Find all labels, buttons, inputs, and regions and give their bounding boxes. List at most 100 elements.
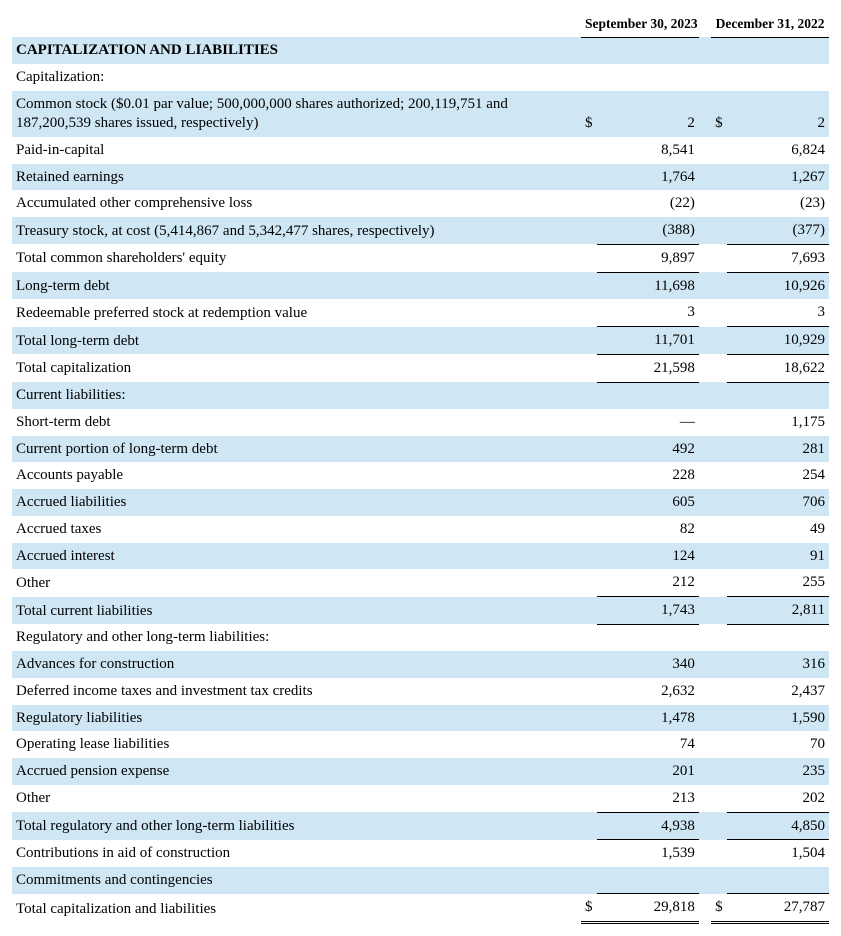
row-total-equity: Total common shareholders' equity 9,897 … [12, 244, 829, 272]
row-pension-expense: Accrued pension expense 201 235 [12, 758, 829, 785]
row-total-current-liab: Total current liabilities 1,743 2,811 [12, 597, 829, 625]
cell-value: 605 [597, 489, 699, 516]
cell-label: Common stock ($0.01 par value; 500,000,0… [12, 91, 581, 137]
period2-header: December 31, 2022 [711, 12, 829, 37]
cell-value: 10,929 [727, 327, 829, 355]
row-accrued-interest: Accrued interest 124 91 [12, 543, 829, 570]
cell-label: Deferred income taxes and investment tax… [12, 678, 581, 705]
cell-label: Total long-term debt [12, 327, 581, 355]
cell-label: Commitments and contingencies [12, 867, 581, 894]
row-ciac: Contributions in aid of construction 1,5… [12, 840, 829, 867]
cell-label: Redeemable preferred stock at redemption… [12, 299, 581, 326]
cell-value: (23) [727, 190, 829, 217]
cell-value: 7,693 [727, 244, 829, 272]
cell-value: 2 [597, 91, 699, 137]
currency-symbol: $ [581, 894, 597, 923]
cell-label: Accounts payable [12, 462, 581, 489]
cell-value: 1,267 [727, 164, 829, 191]
row-total-regulatory: Total regulatory and other long-term lia… [12, 812, 829, 840]
cell-value: 10,926 [727, 272, 829, 299]
cell-value: 202 [727, 785, 829, 812]
cell-label: Long-term debt [12, 272, 581, 299]
row-advances-construction: Advances for construction 340 316 [12, 651, 829, 678]
cell-label: Current portion of long-term debt [12, 436, 581, 463]
currency-symbol: $ [711, 91, 727, 137]
capitalization-label: Capitalization: [12, 64, 581, 91]
cell-label: Treasury stock, at cost (5,414,867 and 5… [12, 217, 581, 244]
cell-value: — [597, 409, 699, 436]
cell-value: 8,541 [597, 137, 699, 164]
cell-label: Contributions in aid of construction [12, 840, 581, 867]
row-operating-lease: Operating lease liabilities 74 70 [12, 731, 829, 758]
section-title: CAPITALIZATION AND LIABILITIES [12, 37, 581, 64]
cell-value: 11,701 [597, 327, 699, 355]
cell-value: 235 [727, 758, 829, 785]
cell-label: Advances for construction [12, 651, 581, 678]
row-total-ltd: Total long-term debt 11,701 10,929 [12, 327, 829, 355]
section-header-row: CAPITALIZATION AND LIABILITIES [12, 37, 829, 64]
cell-value: 49 [727, 516, 829, 543]
row-regulatory-header: Regulatory and other long-term liabiliti… [12, 624, 829, 651]
cell-value: 1,504 [727, 840, 829, 867]
cell-value: 281 [727, 436, 829, 463]
cell-value: 201 [597, 758, 699, 785]
cell-label: Total capitalization and liabilities [12, 894, 581, 923]
row-aoci: Accumulated other comprehensive loss (22… [12, 190, 829, 217]
cell-value: (377) [727, 217, 829, 244]
cell-label: Other [12, 785, 581, 812]
cell-value: 74 [597, 731, 699, 758]
cell-value: 255 [727, 569, 829, 596]
cell-value: 1,175 [727, 409, 829, 436]
cell-label: Operating lease liabilities [12, 731, 581, 758]
cell-label: Regulatory liabilities [12, 705, 581, 732]
cell-value: 254 [727, 462, 829, 489]
cell-value: 91 [727, 543, 829, 570]
row-deferred-taxes: Deferred income taxes and investment tax… [12, 678, 829, 705]
cell-value: 1,764 [597, 164, 699, 191]
cell-label: Retained earnings [12, 164, 581, 191]
cell-value: 18,622 [727, 354, 829, 382]
cell-value: (388) [597, 217, 699, 244]
row-treasury-stock: Treasury stock, at cost (5,414,867 and 5… [12, 217, 829, 244]
cell-value: 316 [727, 651, 829, 678]
row-long-term-debt: Long-term debt 11,698 10,926 [12, 272, 829, 299]
currency-symbol: $ [581, 91, 597, 137]
cell-value: 1,539 [597, 840, 699, 867]
cell-label: Accrued liabilities [12, 489, 581, 516]
row-other-current: Other 212 255 [12, 569, 829, 596]
cell-label: Total current liabilities [12, 597, 581, 625]
cell-value: 2,437 [727, 678, 829, 705]
capitalization-subheader: Capitalization: [12, 64, 829, 91]
cell-label: Regulatory and other long-term liabiliti… [12, 624, 581, 651]
row-accrued-taxes: Accrued taxes 82 49 [12, 516, 829, 543]
cell-label: Short-term debt [12, 409, 581, 436]
financial-table: September 30, 2023 December 31, 2022 CAP… [12, 12, 829, 924]
row-redeemable-preferred: Redeemable preferred stock at redemption… [12, 299, 829, 326]
cell-value: 212 [597, 569, 699, 596]
row-commitments: Commitments and contingencies [12, 867, 829, 894]
cell-value: 27,787 [727, 894, 829, 923]
row-total-capitalization: Total capitalization 21,598 18,622 [12, 354, 829, 382]
row-short-term-debt: Short-term debt — 1,175 [12, 409, 829, 436]
period1-header: September 30, 2023 [581, 12, 699, 37]
cell-value: 340 [597, 651, 699, 678]
cell-label: Accrued interest [12, 543, 581, 570]
cell-value: 11,698 [597, 272, 699, 299]
row-retained-earnings: Retained earnings 1,764 1,267 [12, 164, 829, 191]
cell-label: Current liabilities: [12, 382, 581, 409]
cell-label: Accrued pension expense [12, 758, 581, 785]
cell-value: 1,478 [597, 705, 699, 732]
cell-value: 9,897 [597, 244, 699, 272]
cell-value: 706 [727, 489, 829, 516]
cell-label: Accumulated other comprehensive loss [12, 190, 581, 217]
row-current-liab-header: Current liabilities: [12, 382, 829, 409]
cell-label: Other [12, 569, 581, 596]
row-other-longterm: Other 213 202 [12, 785, 829, 812]
cell-value: 4,938 [597, 812, 699, 840]
cell-value: 2 [727, 91, 829, 137]
row-common-stock: Common stock ($0.01 par value; 500,000,0… [12, 91, 829, 137]
cell-value: 1,743 [597, 597, 699, 625]
cell-label: Total capitalization [12, 354, 581, 382]
cell-value: 3 [597, 299, 699, 326]
cell-value: 2,632 [597, 678, 699, 705]
